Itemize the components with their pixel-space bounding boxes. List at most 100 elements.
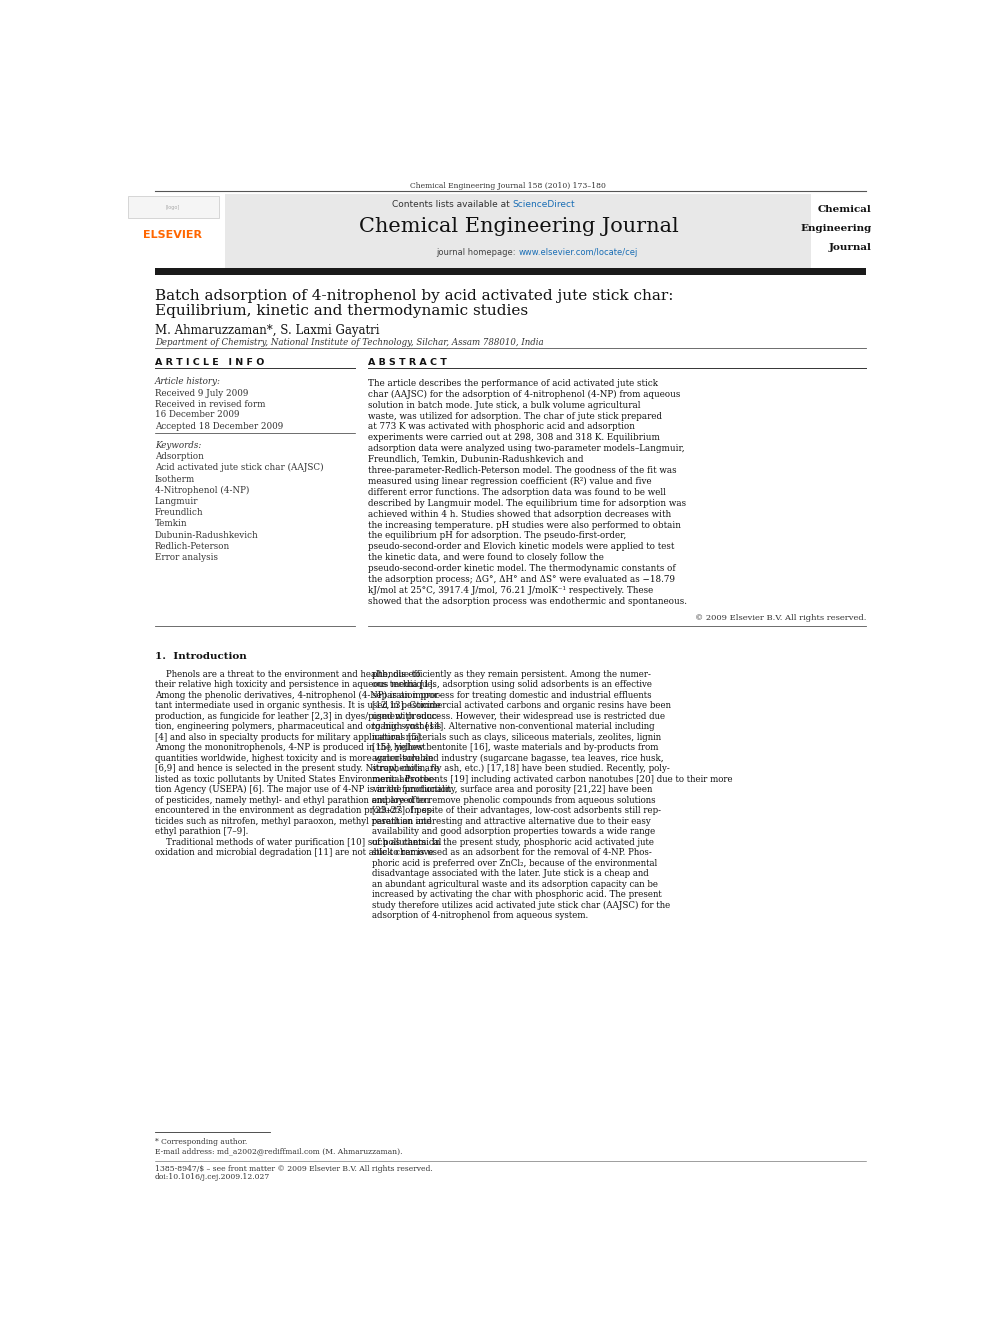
Text: increased by activating the char with phosphoric acid. The present: increased by activating the char with ph…: [372, 890, 662, 900]
Text: Journal: Journal: [828, 243, 871, 253]
Text: adsorption data were analyzed using two-parameter models–Langmuir,: adsorption data were analyzed using two-…: [368, 445, 685, 454]
Text: 1.  Introduction: 1. Introduction: [155, 651, 246, 660]
Text: used with success. However, their widespread use is restricted due: used with success. However, their widesp…: [372, 712, 666, 721]
Text: pseudo-second-order and Elovich kinetic models were applied to test: pseudo-second-order and Elovich kinetic …: [368, 542, 675, 552]
Text: the increasing temperature. pH studies were also performed to obtain: the increasing temperature. pH studies w…: [368, 520, 682, 529]
Text: Contents lists available at: Contents lists available at: [392, 200, 512, 209]
Text: ScienceDirect: ScienceDirect: [512, 200, 575, 209]
Text: www.elsevier.com/locate/cej: www.elsevier.com/locate/cej: [519, 249, 638, 258]
Text: Accepted 18 December 2009: Accepted 18 December 2009: [155, 422, 283, 430]
Text: the adsorption process; ΔG°, ΔH° and ΔS° were evaluated as −18.79: the adsorption process; ΔG°, ΔH° and ΔS°…: [368, 576, 676, 583]
Text: described by Langmuir model. The equilibrium time for adsorption was: described by Langmuir model. The equilib…: [368, 499, 686, 508]
Text: straw, chitin, fly ash, etc.) [17,18] have been studied. Recently, poly-: straw, chitin, fly ash, etc.) [17,18] ha…: [372, 765, 670, 774]
Text: [logo]: [logo]: [166, 205, 180, 210]
Text: Error analysis: Error analysis: [155, 553, 218, 562]
Text: Among the phenolic derivatives, 4-nitrophenol (4-NP) is an impor-: Among the phenolic derivatives, 4-nitrop…: [155, 691, 440, 700]
Text: [23–27]. In spite of their advantages, low-cost adsorbents still rep-: [23–27]. In spite of their advantages, l…: [372, 806, 662, 815]
Text: tant intermediate used in organic synthesis. It is used in pesticide: tant intermediate used in organic synthe…: [155, 701, 440, 710]
Text: encountered in the environment as degradation products of pes-: encountered in the environment as degrad…: [155, 806, 434, 815]
Text: M. Ahmaruzzaman*, S. Laxmi Gayatri: M. Ahmaruzzaman*, S. Laxmi Gayatri: [155, 324, 379, 337]
Text: adsorption of 4-nitrophenol from aqueous system.: adsorption of 4-nitrophenol from aqueous…: [372, 912, 588, 921]
Text: ticides such as nitrofen, methyl paraoxon, methyl parathion and: ticides such as nitrofen, methyl paraoxo…: [155, 816, 432, 826]
Text: 4-Nitrophenol (4-NP): 4-Nitrophenol (4-NP): [155, 486, 249, 495]
Text: availability and good adsorption properties towards a wide range: availability and good adsorption propert…: [372, 827, 656, 836]
Text: Temkin: Temkin: [155, 520, 187, 528]
Text: pseudo-second-order kinetic model. The thermodynamic constants of: pseudo-second-order kinetic model. The t…: [368, 564, 677, 573]
Text: Article history:: Article history:: [155, 377, 221, 386]
Text: Among the mononitrophenols, 4-NP is produced in the highest: Among the mononitrophenols, 4-NP is prod…: [155, 744, 426, 753]
Text: an abundant agricultural waste and its adsorption capacity can be: an abundant agricultural waste and its a…: [372, 880, 659, 889]
Text: solution in batch mode. Jute stick, a bulk volume agricultural: solution in batch mode. Jute stick, a bu…: [368, 401, 641, 410]
Text: their relative high toxicity and persistence in aqueous media [1].: their relative high toxicity and persist…: [155, 680, 435, 689]
Text: ous techniques, adsorption using solid adsorbents is an effective: ous techniques, adsorption using solid a…: [372, 680, 653, 689]
Bar: [128, 196, 218, 218]
Text: stick char is used as an adsorbent for the removal of 4-NP. Phos-: stick char is used as an adsorbent for t…: [372, 848, 652, 857]
Text: phoric acid is preferred over ZnCl₂, because of the environmental: phoric acid is preferred over ZnCl₂, bec…: [372, 859, 658, 868]
Text: at 773 K was activated with phosphoric acid and adsorption: at 773 K was activated with phosphoric a…: [368, 422, 636, 431]
Text: to high cost [14]. Alternative non-conventional material including: to high cost [14]. Alternative non-conve…: [372, 722, 655, 732]
Text: [12,13]. Commercial activated carbons and organic resins have been: [12,13]. Commercial activated carbons an…: [372, 701, 672, 710]
Text: char (AAJSC) for the adsorption of 4-nitrophenol (4-NP) from aqueous: char (AAJSC) for the adsorption of 4-nit…: [368, 390, 681, 398]
Text: Equilibrium, kinetic and thermodynamic studies: Equilibrium, kinetic and thermodynamic s…: [155, 304, 528, 319]
Text: employed to remove phenolic compounds from aqueous solutions: employed to remove phenolic compounds fr…: [372, 795, 656, 804]
Text: different error functions. The adsorption data was found to be well: different error functions. The adsorptio…: [368, 488, 667, 497]
Text: 16 December 2009: 16 December 2009: [155, 410, 239, 419]
Text: A R T I C L E   I N F O: A R T I C L E I N F O: [155, 359, 264, 368]
Text: Freundlich: Freundlich: [155, 508, 203, 517]
Text: of pollutants. In the present study, phosphoric acid activated jute: of pollutants. In the present study, pho…: [372, 837, 655, 847]
Bar: [225, 194, 810, 267]
Text: E-mail address: md_a2002@rediffmail.com (M. Ahmaruzzaman).: E-mail address: md_a2002@rediffmail.com …: [155, 1147, 402, 1155]
Text: natural materials such as clays, siliceous materials, zeolites, lignin: natural materials such as clays, siliceo…: [372, 733, 662, 742]
Text: separation process for treating domestic and industrial effluents: separation process for treating domestic…: [372, 691, 652, 700]
Bar: [155, 267, 866, 275]
Text: agriculture and industry (sugarcane bagasse, tea leaves, rice husk,: agriculture and industry (sugarcane baga…: [372, 754, 664, 763]
Text: doi:10.1016/j.cej.2009.12.027: doi:10.1016/j.cej.2009.12.027: [155, 1174, 270, 1181]
Text: study therefore utilizes acid activated jute stick char (AAJSC) for the: study therefore utilizes acid activated …: [372, 901, 671, 910]
Text: Langmuir: Langmuir: [155, 497, 198, 505]
Text: Department of Chemistry, National Institute of Technology, Silchar, Assam 788010: Department of Chemistry, National Instit…: [155, 339, 544, 347]
Text: * Corresponding author.: * Corresponding author.: [155, 1138, 247, 1146]
Text: ELSEVIER: ELSEVIER: [143, 230, 202, 239]
Text: tion Agency (USEPA) [6]. The major use of 4-NP is in the production: tion Agency (USEPA) [6]. The major use o…: [155, 786, 451, 794]
Text: [15], yellow bentonite [16], waste materials and by-products from: [15], yellow bentonite [16], waste mater…: [372, 744, 659, 753]
Text: tion, engineering polymers, pharmaceutical and organic synthesis: tion, engineering polymers, pharmaceutic…: [155, 722, 441, 732]
Text: disadvantage associated with the later. Jute stick is a cheap and: disadvantage associated with the later. …: [372, 869, 649, 878]
Text: experiments were carried out at 298, 308 and 318 K. Equilibrium: experiments were carried out at 298, 308…: [368, 434, 661, 442]
Text: [4] and also in specialty products for military applications [5].: [4] and also in specialty products for m…: [155, 733, 423, 742]
Text: phenols efficiently as they remain persistent. Among the numer-: phenols efficiently as they remain persi…: [372, 669, 651, 679]
Text: meric adsorbents [19] including activated carbon nanotubes [20] due to their mor: meric adsorbents [19] including activate…: [372, 775, 733, 783]
Text: ethyl parathion [7–9].: ethyl parathion [7–9].: [155, 827, 248, 836]
Text: three-parameter-Redlich-Peterson model. The goodness of the fit was: three-parameter-Redlich-Peterson model. …: [368, 466, 678, 475]
Text: measured using linear regression coefficient (R²) value and five: measured using linear regression coeffic…: [368, 476, 652, 486]
Text: kJ/mol at 25°C, 3917.4 J/mol, 76.21 J/molK⁻¹ respectively. These: kJ/mol at 25°C, 3917.4 J/mol, 76.21 J/mo…: [368, 586, 654, 595]
Text: Isotherm: Isotherm: [155, 475, 195, 484]
Text: Engineering: Engineering: [800, 224, 871, 233]
Text: Batch adsorption of 4-nitrophenol by acid activated jute stick char:: Batch adsorption of 4-nitrophenol by aci…: [155, 290, 674, 303]
Text: oxidation and microbial degradation [11] are not able to remove: oxidation and microbial degradation [11]…: [155, 848, 434, 857]
Text: Acid activated jute stick char (AAJSC): Acid activated jute stick char (AAJSC): [155, 463, 323, 472]
Text: the kinetic data, and were found to closely follow the: the kinetic data, and were found to clos…: [368, 553, 604, 562]
Text: Chemical: Chemical: [817, 205, 871, 213]
Text: Received 9 July 2009: Received 9 July 2009: [155, 389, 248, 398]
Text: Traditional methods of water purification [10] such as chemical: Traditional methods of water purificatio…: [155, 837, 441, 847]
Text: Keywords:: Keywords:: [155, 441, 201, 450]
Text: waste, was utilized for adsorption. The char of jute stick prepared: waste, was utilized for adsorption. The …: [368, 411, 663, 421]
Text: the equilibrium pH for adsorption. The pseudo-first-order,: the equilibrium pH for adsorption. The p…: [368, 532, 627, 540]
Text: A B S T R A C T: A B S T R A C T: [368, 359, 447, 368]
Text: Adsorption: Adsorption: [155, 452, 203, 462]
Text: Chemical Engineering Journal: Chemical Engineering Journal: [358, 217, 679, 235]
Text: achieved within 4 h. Studies showed that adsorption decreases with: achieved within 4 h. Studies showed that…: [368, 509, 672, 519]
Text: listed as toxic pollutants by United States Environmental Protec-: listed as toxic pollutants by United Sta…: [155, 775, 435, 783]
Text: journal homepage:: journal homepage:: [436, 249, 519, 258]
Text: Phenols are a threat to the environment and health, due to: Phenols are a threat to the environment …: [155, 669, 421, 679]
Text: resent an interesting and attractive alternative due to their easy: resent an interesting and attractive alt…: [372, 816, 651, 826]
Text: showed that the adsorption process was endothermic and spontaneous.: showed that the adsorption process was e…: [368, 597, 687, 606]
Text: [6,9] and hence is selected in the present study. Nitrophenols are: [6,9] and hence is selected in the prese…: [155, 765, 438, 773]
Text: © 2009 Elsevier B.V. All rights reserved.: © 2009 Elsevier B.V. All rights reserved…: [694, 614, 866, 622]
Text: of pesticides, namely methyl- and ethyl parathion and are often: of pesticides, namely methyl- and ethyl …: [155, 795, 430, 804]
Text: quantities worldwide, highest toxicity and is more water-soluble: quantities worldwide, highest toxicity a…: [155, 754, 434, 763]
Text: Received in revised form: Received in revised form: [155, 400, 265, 409]
Text: 1385-8947/$ – see front matter © 2009 Elsevier B.V. All rights reserved.: 1385-8947/$ – see front matter © 2009 El…: [155, 1166, 433, 1174]
Text: Freundlich, Temkin, Dubunin-Radushkevich and: Freundlich, Temkin, Dubunin-Radushkevich…: [368, 455, 584, 464]
Text: production, as fungicide for leather [2,3] in dyes/pigment produc-: production, as fungicide for leather [2,…: [155, 712, 439, 721]
